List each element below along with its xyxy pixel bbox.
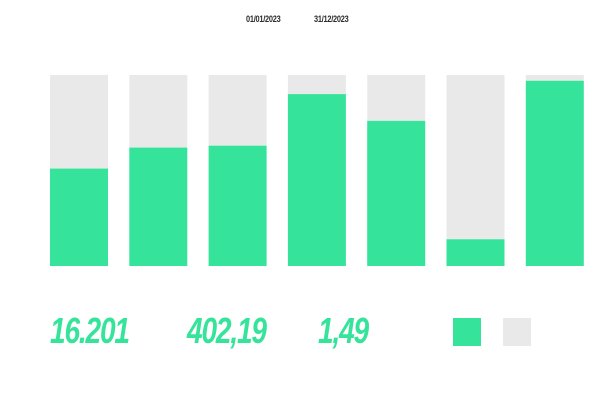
kpi-value-2: 402,19 [187,310,267,351]
start-date[interactable]: 01/01/2023 [246,14,281,24]
bar-remainder-1 [50,75,108,169]
bar-remainder-4 [287,75,346,95]
bar-value-2[interactable] [129,147,188,266]
date-range: 01/01/2023 31/12/2023 [0,14,600,28]
kpi-value-3: 1,49 [318,310,369,351]
end-date[interactable]: 31/12/2023 [314,14,349,24]
bar-remainder-3 [208,75,267,146]
bar-remainder-6 [446,75,505,240]
bar-value-7[interactable] [525,80,584,266]
bar-remainder-2 [129,75,188,148]
grey-square-icon [503,318,531,346]
bar-remainder-7 [525,75,584,81]
bar-value-5[interactable] [367,120,426,266]
bar-value-6[interactable] [446,239,505,266]
bar-chart [50,75,584,266]
bar-remainder-5 [367,75,426,121]
bar-value-3[interactable] [208,145,267,266]
bar-value-4[interactable] [287,94,346,266]
green-square-icon [453,318,481,346]
kpi-value-1: 16.201 [50,310,130,351]
bar-value-1[interactable] [50,168,108,266]
